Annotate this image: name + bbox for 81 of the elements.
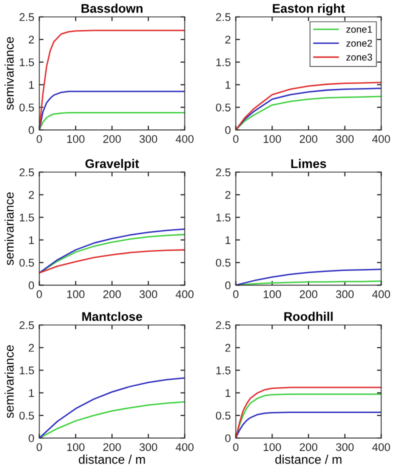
legend-label: zone1 (346, 26, 372, 33)
x-tick-label: 400 (176, 290, 194, 298)
y-tick-label: 0.5 (216, 104, 230, 112)
y-tick-label: 0.5 (19, 258, 34, 267)
x-tick-label: 100 (67, 290, 84, 298)
y-tick-label: 2 (225, 344, 230, 352)
y-tick-label: 0.5 (19, 104, 34, 112)
y-tick-label: 0.5 (19, 412, 34, 420)
legend-label: zone3 (346, 54, 372, 61)
y-axis-title: semivariance (4, 345, 14, 418)
y-tick-label: 1 (226, 236, 230, 244)
x-tick-label: 0 (36, 443, 42, 452)
x-tick-label: 400 (176, 135, 194, 143)
y-tick-label: 1 (29, 81, 34, 89)
y-tick-label: 0 (28, 126, 34, 134)
y-tick-label: 1.5 (20, 214, 34, 222)
chart-title: Roodhill (284, 312, 333, 321)
y-tick-label: 2.5 (20, 13, 34, 22)
y-tick-label: 2 (225, 36, 230, 44)
x-tick-label: 200 (103, 135, 121, 143)
x-tick-label: 400 (372, 135, 390, 143)
y-tick-label: 1 (226, 81, 230, 89)
x-tick-label: 200 (300, 135, 318, 143)
y-tick-label: 1.5 (20, 58, 34, 66)
x-tick-label: 300 (140, 290, 158, 298)
x-tick-label: 400 (372, 443, 390, 452)
y-tick-label: 1 (226, 389, 230, 397)
x-tick-label: 300 (140, 135, 158, 143)
y-tick-label: 2.5 (216, 13, 230, 22)
x-tick-label: 200 (103, 443, 121, 452)
x-tick-label: 300 (336, 290, 354, 298)
legend-label: zone2 (346, 40, 372, 47)
x-axis-title: distance / m (275, 454, 342, 464)
y-tick-label: 2 (225, 190, 230, 199)
y-tick-label: 0 (225, 281, 231, 290)
y-tick-label: 0 (225, 434, 231, 442)
x-tick-label: 100 (67, 443, 84, 452)
x-tick-label: 0 (36, 290, 42, 298)
y-tick-label: 2 (28, 36, 34, 44)
y-tick-label: 2 (28, 344, 34, 352)
y-tick-label: 1 (29, 236, 34, 244)
x-tick-label: 100 (67, 135, 84, 143)
y-tick-label: 0.5 (216, 412, 230, 420)
x-tick-label: 300 (336, 135, 354, 143)
y-tick-label: 2.5 (20, 321, 34, 330)
x-tick-label: 0 (36, 135, 42, 143)
x-tick-label: 300 (336, 443, 354, 452)
y-tick-label: 0 (28, 434, 34, 442)
x-tick-label: 100 (264, 135, 281, 143)
x-tick-label: 200 (300, 443, 318, 452)
x-tick-label: 200 (103, 290, 121, 298)
x-tick-label: 400 (372, 290, 390, 298)
chart-title: Mantclose (82, 312, 142, 321)
line-series (39, 249, 185, 274)
x-tick-label: 100 (264, 290, 281, 298)
y-axis-title: semivariance (4, 37, 14, 110)
x-tick-label: 0 (233, 443, 238, 452)
x-tick-label: 200 (300, 290, 318, 298)
chart-title: Limes (291, 158, 326, 168)
y-tick-label: 1.5 (216, 58, 230, 66)
y-tick-label: 1 (29, 389, 34, 397)
y-axis-title: semivariance (4, 192, 14, 266)
chart-title: Gravelpit (85, 158, 139, 171)
x-tick-label: 0 (233, 135, 238, 143)
x-tick-label: 0 (233, 290, 238, 298)
y-tick-label: 1.5 (20, 366, 34, 374)
x-axis-title: distance / m (78, 454, 145, 464)
x-tick-label: 400 (176, 443, 194, 452)
y-tick-label: 1.5 (216, 214, 230, 222)
chart-title: Bassdown (82, 4, 142, 13)
x-tick-label: 300 (140, 443, 158, 452)
y-tick-label: 1.5 (216, 366, 230, 374)
y-tick-label: 0 (225, 126, 231, 134)
y-tick-label: 0 (28, 281, 34, 290)
y-tick-label: 2 (28, 190, 34, 199)
x-tick-label: 100 (264, 443, 281, 452)
y-tick-label: 0.5 (216, 258, 230, 267)
y-tick-label: 2.5 (20, 168, 34, 176)
y-tick-label: 2.5 (216, 168, 230, 176)
chart-title: Easton right (272, 4, 345, 16)
y-tick-label: 2.5 (216, 321, 230, 330)
